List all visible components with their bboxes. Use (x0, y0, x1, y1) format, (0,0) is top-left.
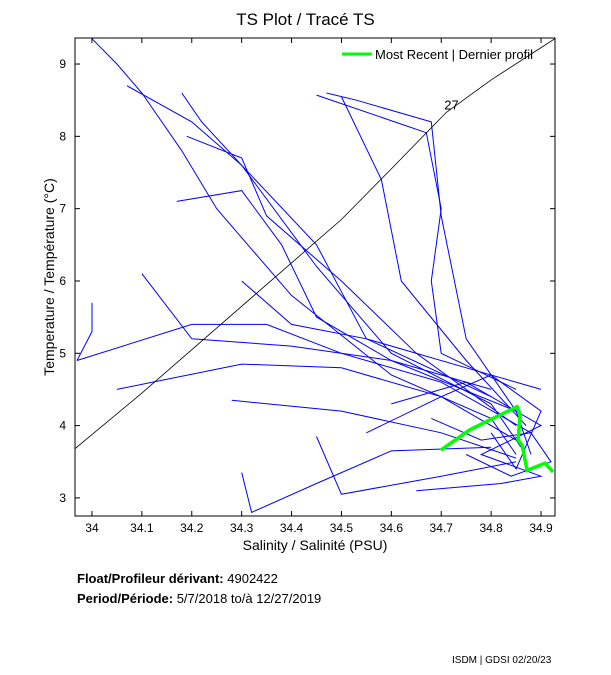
footer-credit: ISDM | GDSI 02/20/23 (452, 655, 552, 666)
x-tick-label: 34.6 (380, 521, 404, 535)
y-tick-label: 5 (59, 346, 66, 360)
y-tick-label: 7 (59, 202, 66, 216)
x-tick-label: 34.2 (180, 521, 204, 535)
float-label: Float/Profileur dérivant: (77, 571, 224, 586)
profile-line (126, 85, 492, 398)
profile-line (76, 302, 93, 361)
most-recent-profile (439, 404, 555, 474)
profile-line (316, 436, 517, 495)
float-info: Float/Profileur dérivant: 4902422 (77, 571, 278, 586)
x-tick-label: 34.8 (479, 521, 503, 535)
x-tick-label: 34.4 (280, 521, 304, 535)
profile-line (241, 280, 542, 390)
density-contour-line (75, 38, 555, 450)
profile-line (241, 446, 492, 514)
x-tick-label: 34.7 (430, 521, 454, 535)
profile-line (116, 363, 517, 441)
x-tick-label: 34.3 (230, 521, 254, 535)
profile-line (176, 190, 517, 412)
profile-line (186, 135, 517, 427)
axes-box (74, 37, 556, 517)
x-tick-label: 34.1 (130, 521, 154, 535)
period-label: Period/Période: (77, 591, 174, 606)
x-tick-label: 34.9 (529, 521, 553, 535)
profile-line (366, 374, 542, 471)
profile-line (76, 323, 532, 434)
y-tick-label: 3 (59, 491, 66, 505)
profile-line (340, 96, 527, 426)
profile-line (181, 92, 522, 448)
plot-area (75, 38, 555, 514)
float-value: 4902422 (227, 571, 278, 586)
profile-line (316, 94, 517, 390)
profile-line (141, 273, 492, 390)
x-axis-label: Salinity / Salinité (PSU) (243, 537, 388, 553)
density-contour-label: 27 (444, 97, 458, 112)
y-axis-label: Temperature / Température (°C) (41, 178, 57, 376)
profile-line (431, 417, 552, 477)
profile-line (91, 38, 517, 455)
x-tick-label: 34 (85, 521, 99, 535)
y-tick-label: 9 (59, 57, 66, 71)
y-tick-label: 4 (59, 419, 66, 433)
x-tick-label: 34.5 (330, 521, 354, 535)
legend-label: Most Recent | Dernier profil (375, 47, 533, 62)
profile-line (231, 399, 517, 459)
legend: Most Recent | Dernier profil (342, 47, 533, 62)
y-tick-label: 8 (59, 129, 66, 143)
chart-title: TS Plot / Tracé TS (236, 10, 375, 29)
profile-line (391, 381, 543, 492)
period-info: Period/Période: 5/7/2018 to/à 12/27/2019 (77, 591, 321, 606)
period-value: 5/7/2018 to/à 12/27/2019 (176, 591, 322, 606)
y-tick-label: 6 (59, 274, 66, 288)
